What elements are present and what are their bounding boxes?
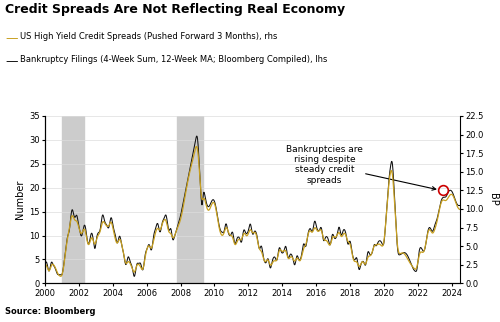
Y-axis label: BP: BP (488, 193, 498, 206)
Y-axis label: Number: Number (14, 180, 24, 219)
Bar (177, 116, 203, 283)
Text: Bankruptcies are
rising despite
steady credit
spreads: Bankruptcies are rising despite steady c… (286, 145, 436, 190)
Text: Source: Bloomberg: Source: Bloomberg (5, 307, 96, 316)
Text: US High Yield Credit Spreads (Pushed Forward 3 Months), rhs: US High Yield Credit Spreads (Pushed For… (20, 32, 278, 41)
Bar (62, 116, 84, 283)
Text: —: — (5, 32, 18, 45)
Text: Bankruptcy Filings (4-Week Sum, 12-Week MA; Bloomberg Compiled), lhs: Bankruptcy Filings (4-Week Sum, 12-Week … (20, 55, 328, 64)
Text: Credit Spreads Are Not Reflecting Real Economy: Credit Spreads Are Not Reflecting Real E… (5, 3, 345, 16)
Text: —: — (5, 55, 18, 68)
